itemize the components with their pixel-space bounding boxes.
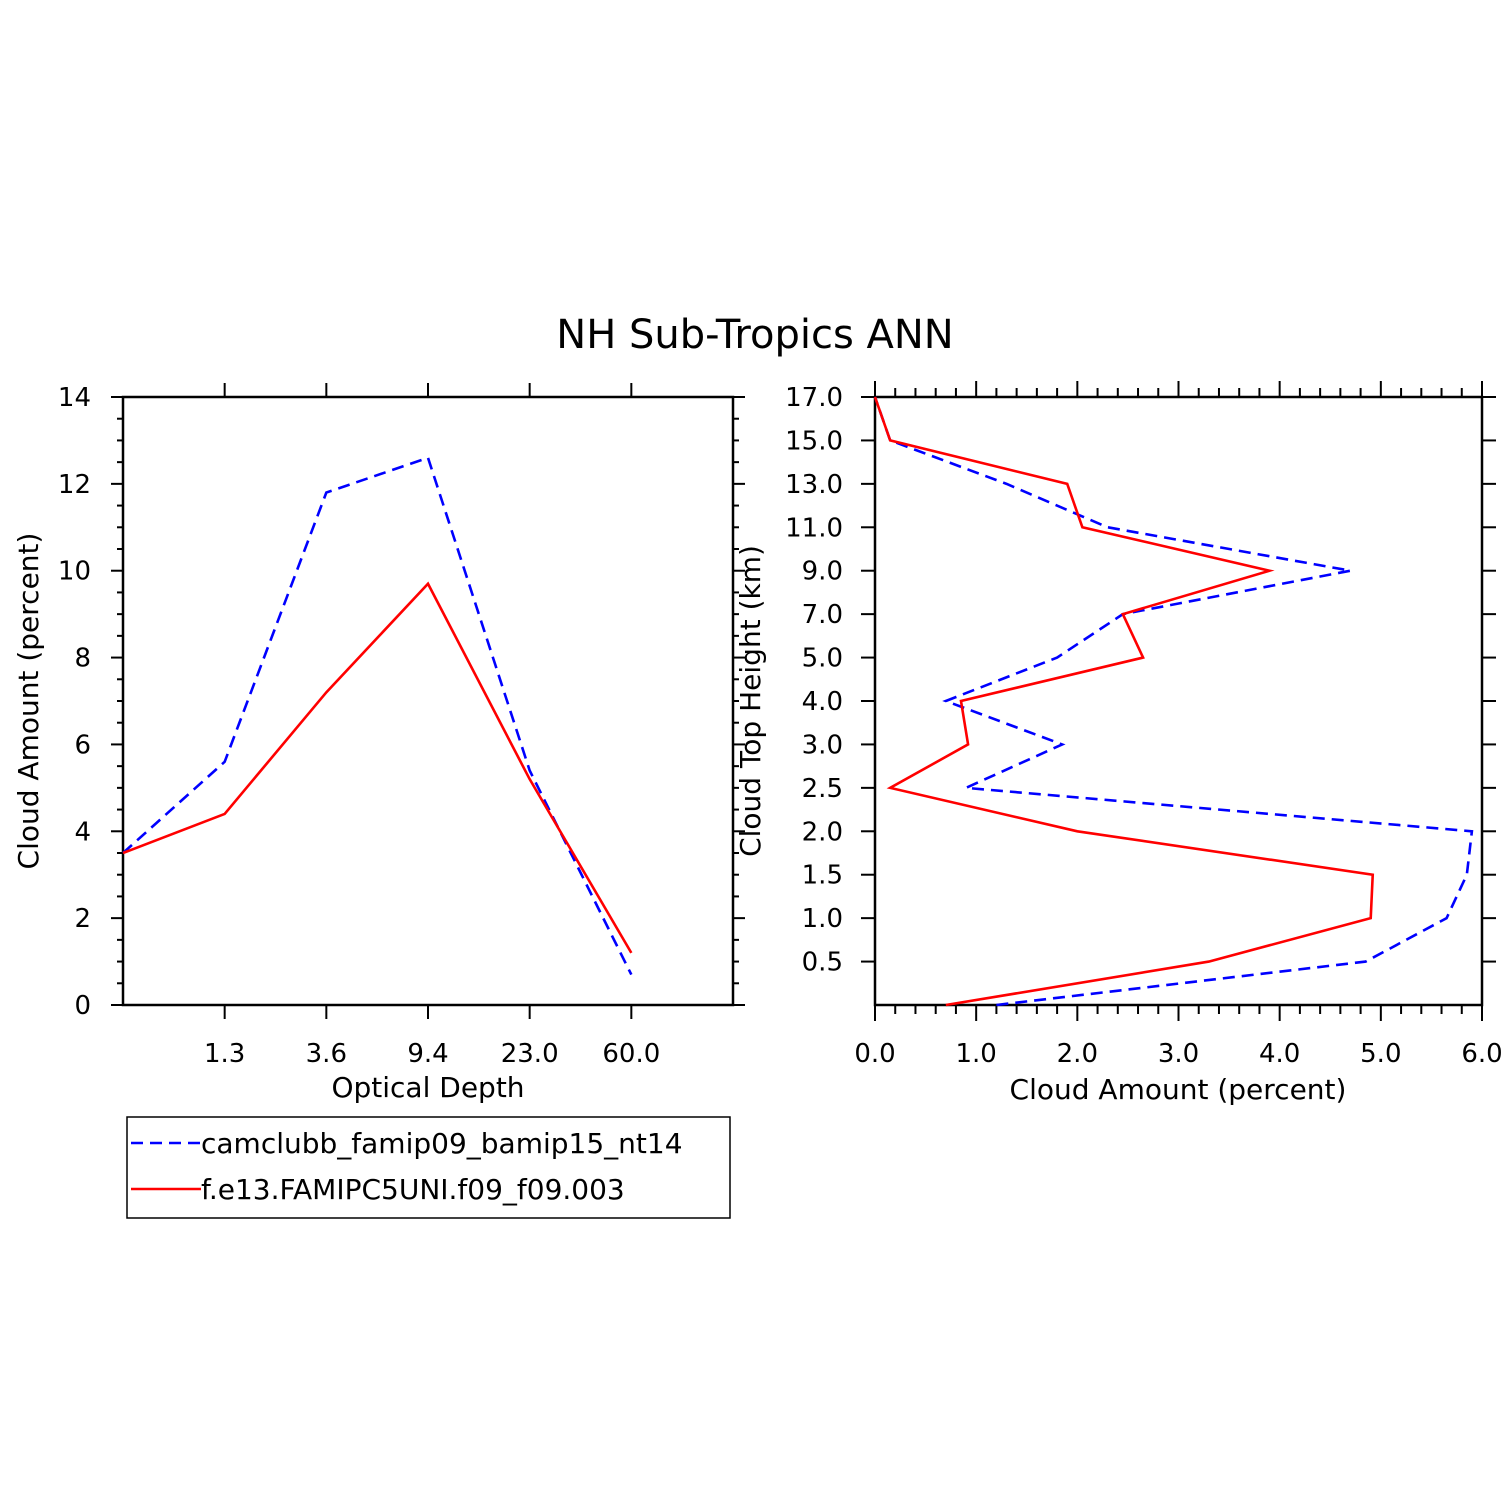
right-x-tick-label: 5.0 — [1360, 1039, 1401, 1069]
left-x-tick-label: 23.0 — [501, 1039, 559, 1069]
right-y-axis-label: Cloud Top Height (km) — [734, 545, 767, 857]
right-series-solid-line — [873, 396, 1375, 1007]
legend-label-1: camclubb_famip09_bamip15_nt14 — [201, 1127, 683, 1160]
left-y-axis-label: Cloud Amount (percent) — [12, 533, 45, 870]
right-x-tick-label: 6.0 — [1461, 1039, 1502, 1069]
cloud-top-height-panel: 0.0 1.0 2.0 3.0 4.0 5.0 6.0 0.5 1.0 1.5 2.0 2.5 3.0 4… — [734, 381, 1503, 1106]
left-x-tick-label: 60.0 — [602, 1039, 660, 1069]
left-x-tick-label: 9.4 — [407, 1039, 448, 1069]
left-series-solid-line — [122, 581, 633, 954]
right-y-tick-label: 17.0 — [785, 383, 843, 413]
right-y-tick-label: 2.5 — [802, 774, 843, 804]
right-series-dashed-line — [873, 396, 1474, 1007]
right-x-axis-label: Cloud Amount (percent) — [1010, 1073, 1347, 1106]
left-series-dashed-line — [122, 456, 633, 976]
right-y-tick-label: 7.0 — [802, 600, 843, 630]
left-x-tick-label: 3.6 — [306, 1039, 347, 1069]
legend-label-2: f.e13.FAMIPC5UNI.f09_f09.003 — [201, 1173, 625, 1206]
right-y-tick-label: 5.0 — [802, 644, 843, 674]
right-y-tick-label: 13.0 — [785, 470, 843, 500]
left-y-tick-label: 12 — [58, 470, 91, 500]
left-y-tick-label: 8 — [74, 644, 91, 674]
left-y-tick-label: 14 — [58, 383, 91, 413]
left-plot-frame — [121, 395, 735, 1007]
right-x-tick-label: 4.0 — [1259, 1039, 1300, 1069]
optical-depth-panel: 0 2 4 6 8 10 12 14 1.3 3.6 9.4 23.0 60.0 Optical Dep… — [12, 383, 745, 1104]
left-y-tick-label: 10 — [58, 557, 91, 587]
right-y-tick-label: 1.0 — [802, 904, 843, 934]
left-y-tick-label: 0 — [74, 991, 91, 1021]
right-y-tick-label: 3.0 — [802, 730, 843, 760]
right-x-tick-label: 1.0 — [955, 1039, 996, 1069]
right-x-tick-label: 2.0 — [1057, 1039, 1098, 1069]
legend: camclubb_famip09_bamip15_nt14 f.e13.FAMI… — [126, 1116, 731, 1219]
right-y-tick-label: 9.0 — [802, 557, 843, 587]
left-x-tick-label: 1.3 — [204, 1039, 245, 1069]
right-y-tick-label: 11.0 — [785, 513, 843, 543]
left-y-tick-label: 6 — [74, 730, 91, 760]
right-y-tick-label: 4.0 — [802, 687, 843, 717]
left-y-tick-label: 4 — [74, 817, 91, 847]
right-y-tick-label: 0.5 — [802, 948, 843, 978]
right-y-tick-label: 1.5 — [802, 861, 843, 891]
legend-box — [126, 1116, 731, 1219]
right-x-tick-label: 3.0 — [1158, 1039, 1199, 1069]
left-x-axis-label: Optical Depth — [331, 1071, 524, 1104]
chart-title: NH Sub-Tropics ANN — [556, 312, 953, 358]
right-y-tick-label: 2.0 — [802, 817, 843, 847]
left-y-tick-label: 2 — [74, 904, 91, 934]
right-x-tick-label: 0.0 — [854, 1039, 895, 1069]
right-y-tick-label: 15.0 — [785, 426, 843, 456]
